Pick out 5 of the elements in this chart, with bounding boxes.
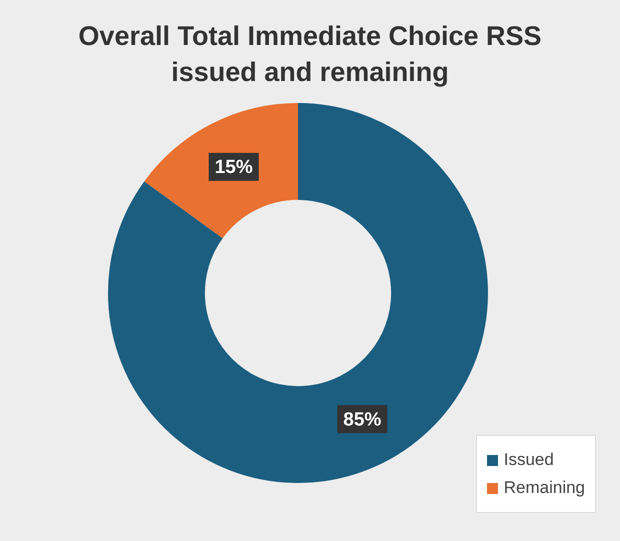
data-label: 15%: [214, 157, 253, 178]
chart-title: Overall Total Immediate Choice RSS issued and remaining: [77, 20, 543, 89]
legend-label: Remaining: [504, 478, 585, 498]
data-label: 85%: [343, 409, 382, 430]
legend-label: Issued: [504, 450, 554, 470]
